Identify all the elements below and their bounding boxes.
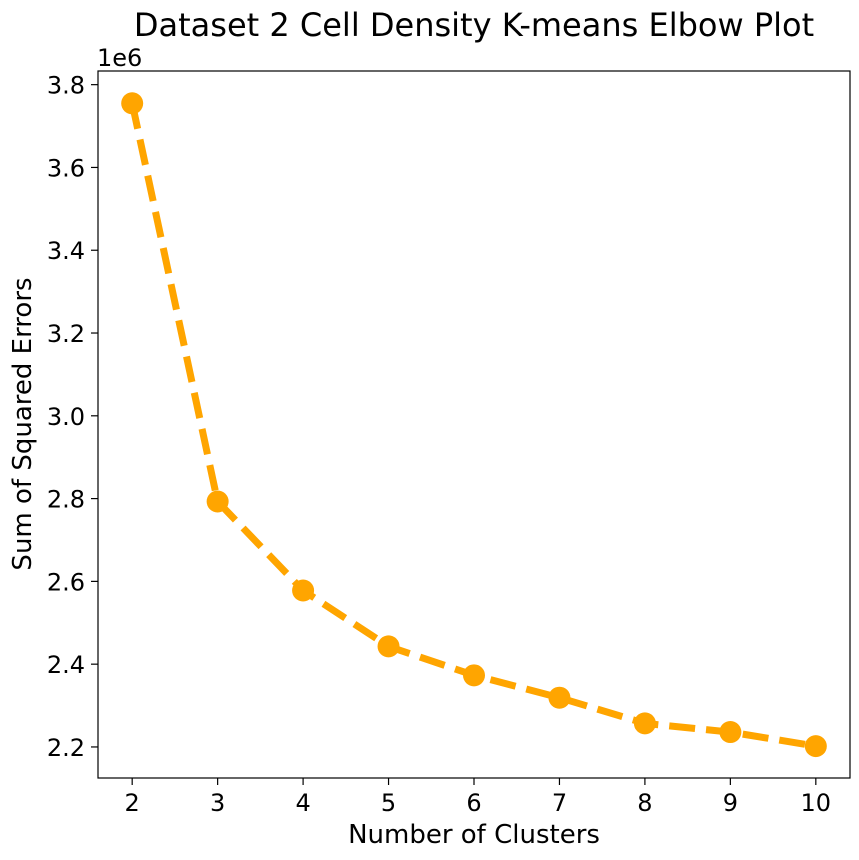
data-point xyxy=(206,490,229,513)
data-point xyxy=(377,635,400,658)
x-tick-label: 5 xyxy=(381,789,396,817)
y-tick-label: 2.6 xyxy=(47,568,85,596)
y-axis-label: Sum of Squared Errors xyxy=(8,277,38,570)
data-point xyxy=(292,579,315,602)
x-tick-label: 6 xyxy=(466,789,481,817)
y-tick-label: 2.8 xyxy=(47,486,85,514)
data-point xyxy=(633,712,656,735)
y-tick-label: 2.4 xyxy=(47,651,85,679)
x-tick-label: 7 xyxy=(552,789,567,817)
chart-title: Dataset 2 Cell Density K-means Elbow Plo… xyxy=(134,6,814,44)
plot-area xyxy=(97,70,851,779)
y-axis: 2.2 2.4 2.6 2.8 3.0 3.2 3.4 3.6 3.8 xyxy=(47,72,98,762)
data-point xyxy=(121,92,144,115)
x-tick-label: 8 xyxy=(637,789,652,817)
x-tick-label: 9 xyxy=(723,789,738,817)
x-tick-label: 4 xyxy=(295,789,310,817)
data-point xyxy=(804,735,827,758)
y-tick-label: 3.0 xyxy=(47,403,85,431)
x-tick-label: 2 xyxy=(125,789,140,817)
data-point xyxy=(719,721,742,744)
y-tick-label: 3.8 xyxy=(47,72,85,100)
x-tick-label: 3 xyxy=(210,789,225,817)
data-point xyxy=(463,664,485,687)
y-offset-label: 1e6 xyxy=(97,44,142,72)
x-axis: 2 3 4 5 6 7 8 9 10 xyxy=(125,778,832,817)
x-axis-label: Number of Clusters xyxy=(348,820,600,850)
y-tick-label: 3.6 xyxy=(47,154,85,182)
y-tick-label: 3.2 xyxy=(47,320,85,348)
y-tick-label: 3.4 xyxy=(47,237,85,265)
y-tick-label: 2.2 xyxy=(47,734,85,762)
series-layer xyxy=(121,92,827,758)
data-point xyxy=(548,686,571,709)
x-tick-label: 10 xyxy=(801,789,832,817)
